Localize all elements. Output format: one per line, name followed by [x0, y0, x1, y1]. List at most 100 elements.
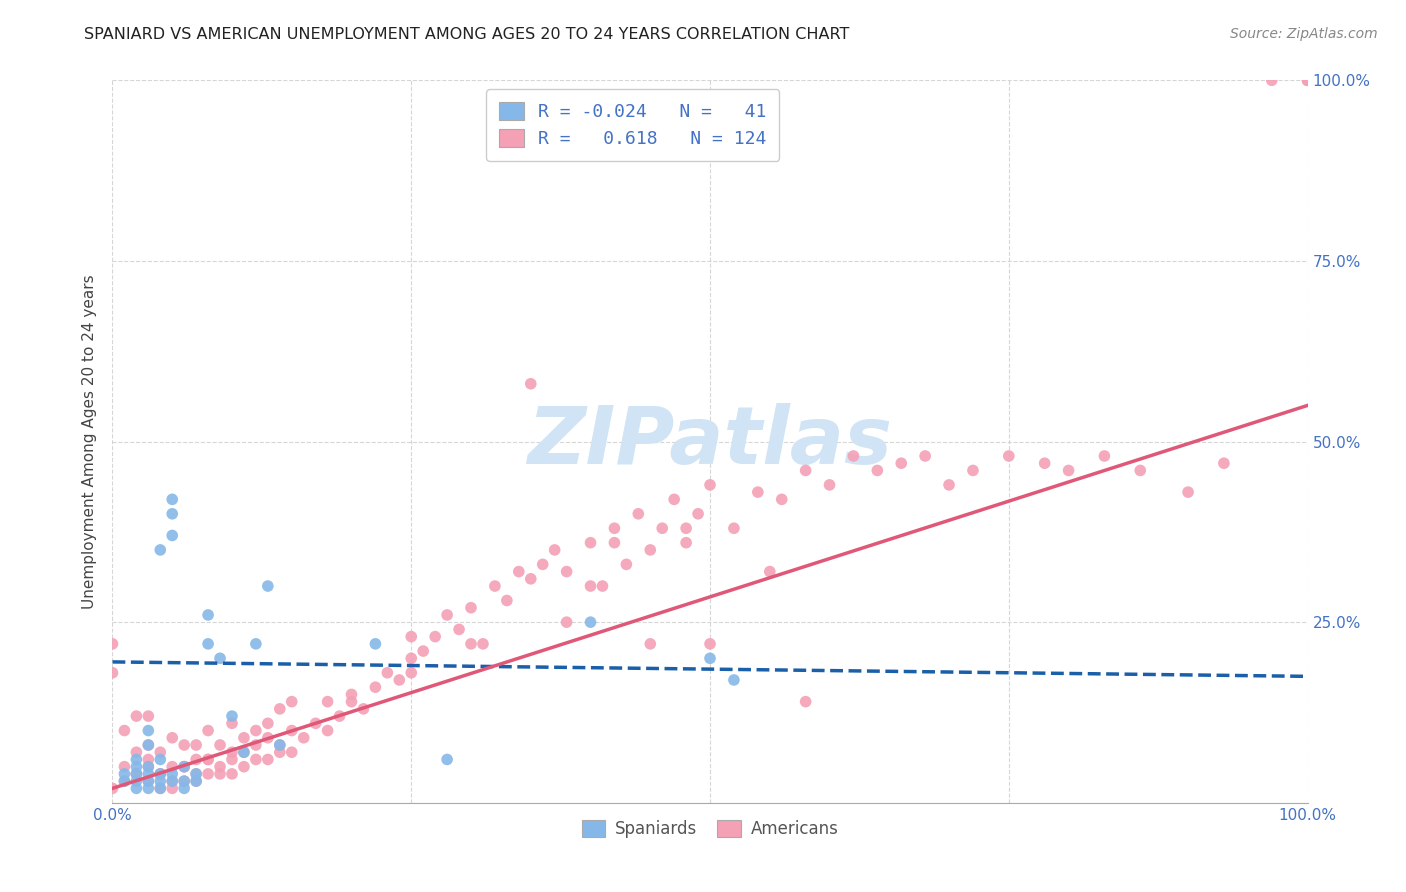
Point: [579, 615, 602, 630]
Point: [233, 731, 256, 745]
Point: [138, 738, 160, 752]
Point: [186, 738, 208, 752]
Point: [125, 752, 148, 766]
Point: [125, 781, 148, 796]
Point: [114, 774, 135, 789]
Point: [138, 760, 160, 774]
Point: [221, 709, 243, 723]
Point: [257, 731, 280, 745]
Point: [209, 760, 232, 774]
Point: [759, 565, 782, 579]
Point: [640, 542, 662, 557]
Point: [401, 651, 423, 665]
Point: [352, 702, 374, 716]
Point: [221, 745, 243, 759]
Point: [1177, 485, 1199, 500]
Point: [245, 752, 267, 766]
Point: [125, 767, 148, 781]
Point: [138, 738, 160, 752]
Point: [162, 492, 183, 507]
Point: [340, 687, 363, 701]
Point: [197, 723, 219, 738]
Point: [197, 607, 219, 622]
Point: [723, 521, 745, 535]
Point: [138, 723, 160, 738]
Point: [138, 781, 160, 796]
Point: [138, 709, 160, 723]
Point: [723, 673, 745, 687]
Point: [890, 456, 912, 470]
Point: [543, 542, 565, 557]
Point: [520, 376, 543, 391]
Point: [125, 767, 148, 781]
Point: [149, 767, 172, 781]
Point: [162, 781, 183, 796]
Point: [1033, 456, 1056, 470]
Point: [221, 752, 243, 766]
Point: [125, 774, 148, 789]
Point: [269, 745, 291, 759]
Point: [305, 716, 328, 731]
Point: [1129, 463, 1152, 477]
Point: [149, 745, 172, 759]
Point: [281, 695, 304, 709]
Point: [209, 651, 232, 665]
Point: [186, 767, 208, 781]
Point: [114, 760, 135, 774]
Point: [173, 760, 195, 774]
Legend: Spaniards, Americans: Spaniards, Americans: [575, 814, 845, 845]
Point: [186, 774, 208, 789]
Point: [651, 521, 673, 535]
Point: [125, 745, 148, 759]
Point: [138, 774, 160, 789]
Text: SPANIARD VS AMERICAN UNEMPLOYMENT AMONG AGES 20 TO 24 YEARS CORRELATION CHART: SPANIARD VS AMERICAN UNEMPLOYMENT AMONG …: [84, 27, 849, 42]
Point: [938, 478, 960, 492]
Point: [281, 723, 304, 738]
Point: [269, 738, 291, 752]
Point: [209, 767, 232, 781]
Point: [173, 760, 195, 774]
Point: [162, 528, 183, 542]
Point: [616, 558, 638, 572]
Point: [531, 558, 554, 572]
Point: [209, 738, 232, 752]
Point: [221, 716, 243, 731]
Point: [292, 731, 315, 745]
Point: [197, 752, 219, 766]
Point: [555, 615, 578, 630]
Point: [138, 767, 160, 781]
Point: [149, 781, 172, 796]
Point: [149, 767, 172, 781]
Point: [162, 507, 183, 521]
Text: Source: ZipAtlas.com: Source: ZipAtlas.com: [1230, 27, 1378, 41]
Point: [197, 752, 219, 766]
Point: [579, 535, 602, 549]
Point: [688, 507, 710, 521]
Point: [675, 521, 697, 535]
Point: [125, 767, 148, 781]
Point: [364, 637, 387, 651]
Point: [699, 651, 721, 665]
Point: [460, 600, 482, 615]
Point: [496, 593, 519, 607]
Point: [401, 630, 423, 644]
Point: [125, 760, 148, 774]
Point: [794, 695, 817, 709]
Point: [592, 579, 614, 593]
Point: [101, 665, 124, 680]
Point: [233, 760, 256, 774]
Point: [173, 774, 195, 789]
Point: [197, 637, 219, 651]
Point: [1213, 456, 1236, 470]
Point: [364, 680, 387, 694]
Point: [245, 738, 267, 752]
Point: [818, 478, 841, 492]
Text: ZIPatlas: ZIPatlas: [527, 402, 893, 481]
Point: [388, 673, 411, 687]
Point: [329, 709, 352, 723]
Point: [770, 492, 793, 507]
Point: [197, 767, 219, 781]
Point: [173, 760, 195, 774]
Point: [340, 695, 363, 709]
Point: [484, 579, 506, 593]
